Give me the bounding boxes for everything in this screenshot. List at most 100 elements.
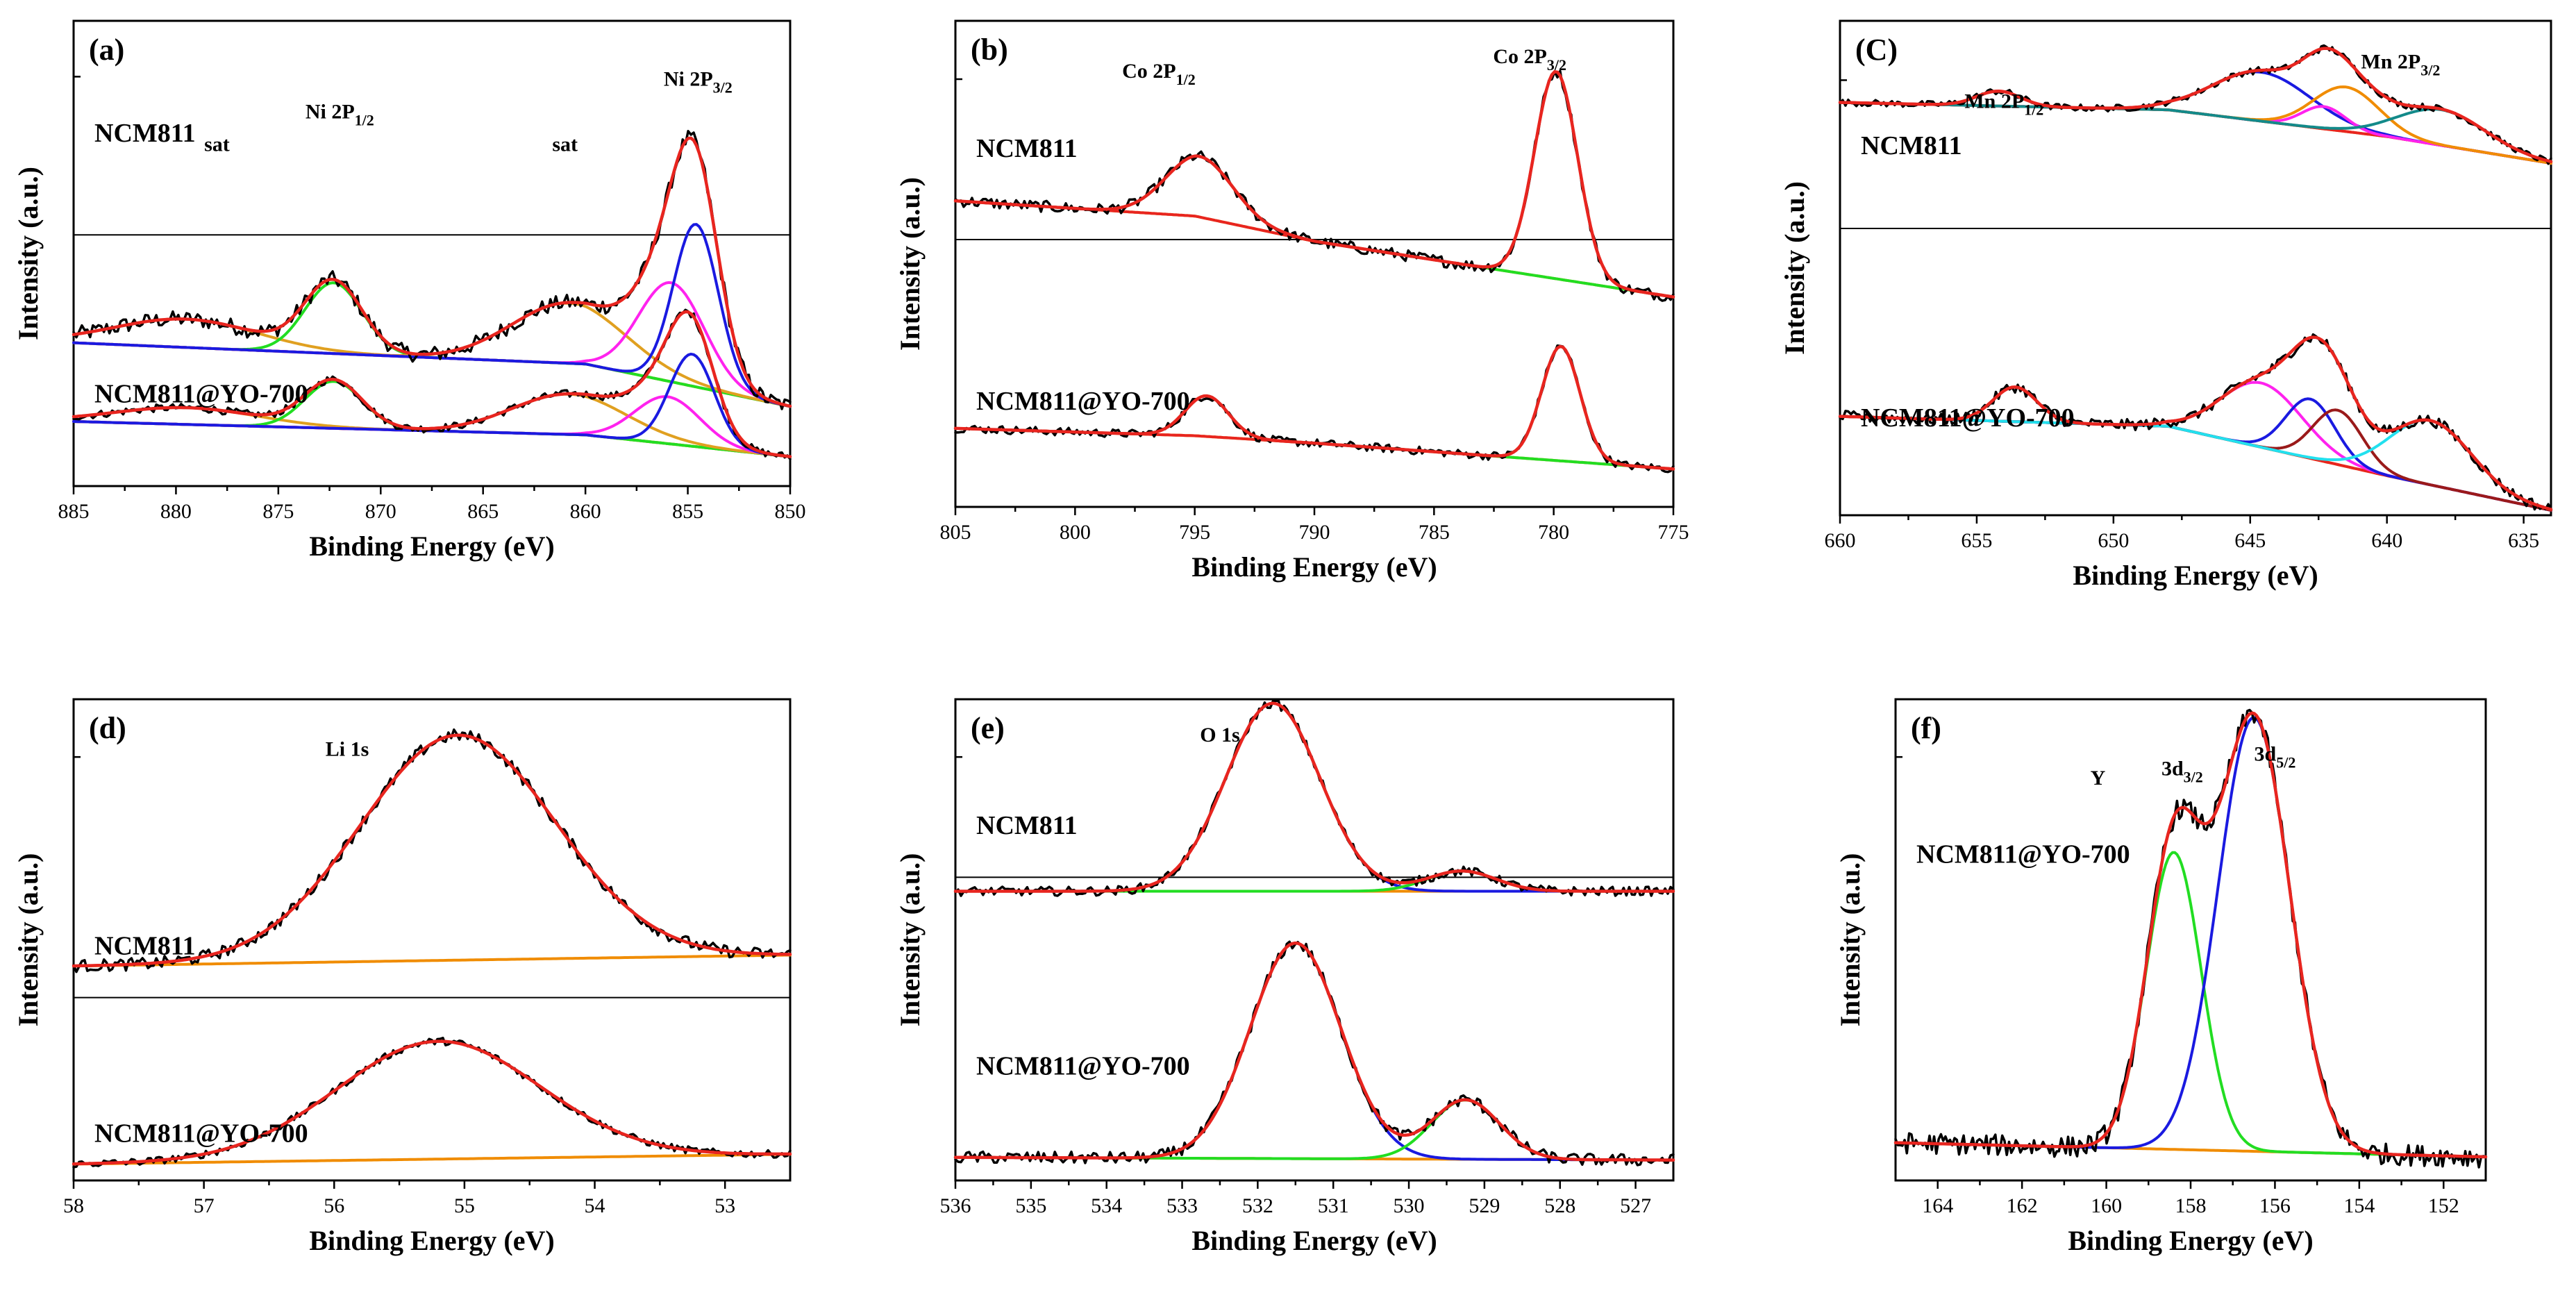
- x-tick-label: 645: [2234, 529, 2266, 552]
- x-axis-label: Binding Energy (eV): [1191, 551, 1437, 583]
- panel-d: 58 57 56 55 54 53 Binding Energy (eV) Intensity…: [12, 698, 792, 1256]
- sample-label: NCM811@YO-700: [94, 379, 308, 408]
- x-tick-label: 860: [570, 500, 601, 523]
- x-axis-label: Binding Energy (eV): [309, 1225, 554, 1256]
- component-peak: [1839, 381, 2552, 512]
- x-axis-label: Binding Energy (eV): [309, 531, 554, 562]
- sample-2: NCM811@YO-700: [1838, 333, 2553, 512]
- peak-annotation: Li 1s: [326, 738, 369, 761]
- sample-1: NCM811: [72, 728, 792, 974]
- x-tick-label: 640: [2371, 529, 2402, 552]
- sample-1: NCM811: [72, 119, 792, 410]
- x-tick-label: 164: [1922, 1194, 1953, 1217]
- panel-label: (d): [89, 711, 126, 745]
- component-peak: [954, 70, 1675, 299]
- y-axis-label: Intensity (a.u.): [1834, 853, 1866, 1026]
- x-tick-label: 850: [775, 500, 806, 523]
- sample-label: NCM811@YO-700: [94, 1119, 308, 1149]
- fit-envelope: [72, 136, 792, 408]
- sample-1: NCM811: [1838, 44, 2553, 165]
- fit-envelope: [1838, 335, 2553, 511]
- panel-b: 805 800 795 790 785 780 775 Binding Energy (eV)…: [894, 19, 1689, 583]
- fit-envelope: [72, 733, 792, 968]
- sample-2: NCM811@YO-700: [72, 308, 792, 460]
- x-tick-label: 865: [467, 500, 499, 523]
- y-axis-label: Intensity (a.u.): [12, 853, 44, 1026]
- x-tick-label: 58: [63, 1194, 84, 1217]
- sample-label: NCM811: [94, 119, 196, 148]
- component-peak: [954, 701, 1675, 893]
- y-axis-label: Intensity (a.u.): [894, 177, 926, 351]
- x-tick-label: 870: [365, 500, 396, 523]
- x-tick-label: 152: [2428, 1194, 2459, 1217]
- sample-label: NCM811: [976, 811, 1078, 840]
- sample-label: NCM811: [1861, 131, 1962, 160]
- x-tick-label: 875: [262, 500, 294, 523]
- raw-spectrum: [954, 69, 1675, 302]
- y-axis-label: Intensity (a.u.): [894, 853, 926, 1026]
- peak-annotation: Mn 2P3/2: [2361, 50, 2440, 78]
- peak-annotation: O 1s: [1200, 724, 1240, 746]
- x-tick-label: 54: [585, 1194, 605, 1217]
- background-line: [72, 1153, 792, 1166]
- sample-2: NCM811@YO-700: [953, 344, 1675, 474]
- background-line: [954, 199, 1675, 299]
- sample-label: NCM811: [94, 931, 196, 960]
- x-tick-label: 635: [2508, 529, 2539, 552]
- x-tick-label: 660: [1825, 529, 1856, 552]
- plot-frame: [954, 698, 1675, 1182]
- fit-envelope: [72, 1039, 792, 1166]
- x-tick-label: 156: [2259, 1194, 2291, 1217]
- plot-frame: [72, 698, 792, 1182]
- sample-2: NCM811@YO-700: [72, 1037, 792, 1169]
- peak-annotation: Y: [2091, 767, 2106, 790]
- component-peak: [72, 223, 792, 408]
- x-tick-label: 534: [1091, 1194, 1122, 1217]
- peak-annotation: Ni 2P3/2: [664, 68, 733, 97]
- fit-envelope: [953, 941, 1675, 1162]
- peak-annotation: Co 2P1/2: [1122, 60, 1196, 88]
- plot-frame: [1839, 19, 2552, 517]
- peak-annotation: Ni 2P1/2: [306, 101, 374, 129]
- x-tick-label: 785: [1419, 521, 1450, 544]
- panel-a: 885 880 875 870 865 860 855 850 Binding Energy (…: [12, 19, 806, 562]
- peak-annotation: Mn 2P1/2: [1964, 90, 2043, 118]
- x-tick-label: 655: [1961, 529, 1992, 552]
- panel-e: 536 535 534 533 532 531 530 529 528 527 Binding En…: [894, 698, 1675, 1256]
- y-axis-label: Intensity (a.u.): [1779, 181, 1810, 355]
- component-peak: [954, 1099, 1675, 1162]
- x-tick-label: 795: [1179, 521, 1210, 544]
- fit-envelope: [1893, 711, 2488, 1159]
- fit-envelope: [953, 70, 1675, 299]
- sample-label: NCM811@YO-700: [1861, 403, 2075, 433]
- sample-2: NCM811@YO-700: [953, 940, 1675, 1167]
- panel-f: 164 162 160 158 156 154 152 Binding Energy (eV)…: [1834, 698, 2488, 1256]
- x-tick-label: 55: [454, 1194, 475, 1217]
- raw-spectrum: [954, 699, 1675, 897]
- x-tick-label: 530: [1394, 1194, 1425, 1217]
- panel-label: (a): [89, 33, 124, 67]
- component-peak: [72, 352, 792, 458]
- x-tick-label: 532: [1242, 1194, 1273, 1217]
- x-tick-label: 162: [2007, 1194, 2038, 1217]
- sample-1: NCM811: [953, 69, 1675, 302]
- x-tick-label: 535: [1015, 1194, 1046, 1217]
- x-tick-label: 650: [2098, 529, 2129, 552]
- x-tick-label: 533: [1166, 1194, 1198, 1217]
- fit-envelope: [953, 701, 1675, 893]
- raw-spectrum: [1839, 333, 2552, 511]
- x-tick-label: 775: [1658, 521, 1689, 544]
- sample-1: NCM811: [953, 699, 1675, 897]
- panel-label: (C): [1855, 33, 1898, 67]
- peak-annotation: 3d5/2: [2255, 743, 2296, 771]
- x-tick-label: 154: [2343, 1194, 2375, 1217]
- x-tick-label: 529: [1469, 1194, 1500, 1217]
- fit-envelope: [72, 310, 792, 458]
- panel-label: (e): [971, 711, 1005, 745]
- x-tick-label: 56: [324, 1194, 344, 1217]
- sample-label: NCM811@YO-700: [1916, 840, 2130, 869]
- fit-envelope: [1838, 47, 2553, 164]
- x-tick-label: 53: [714, 1194, 735, 1217]
- x-tick-label: 790: [1299, 521, 1330, 544]
